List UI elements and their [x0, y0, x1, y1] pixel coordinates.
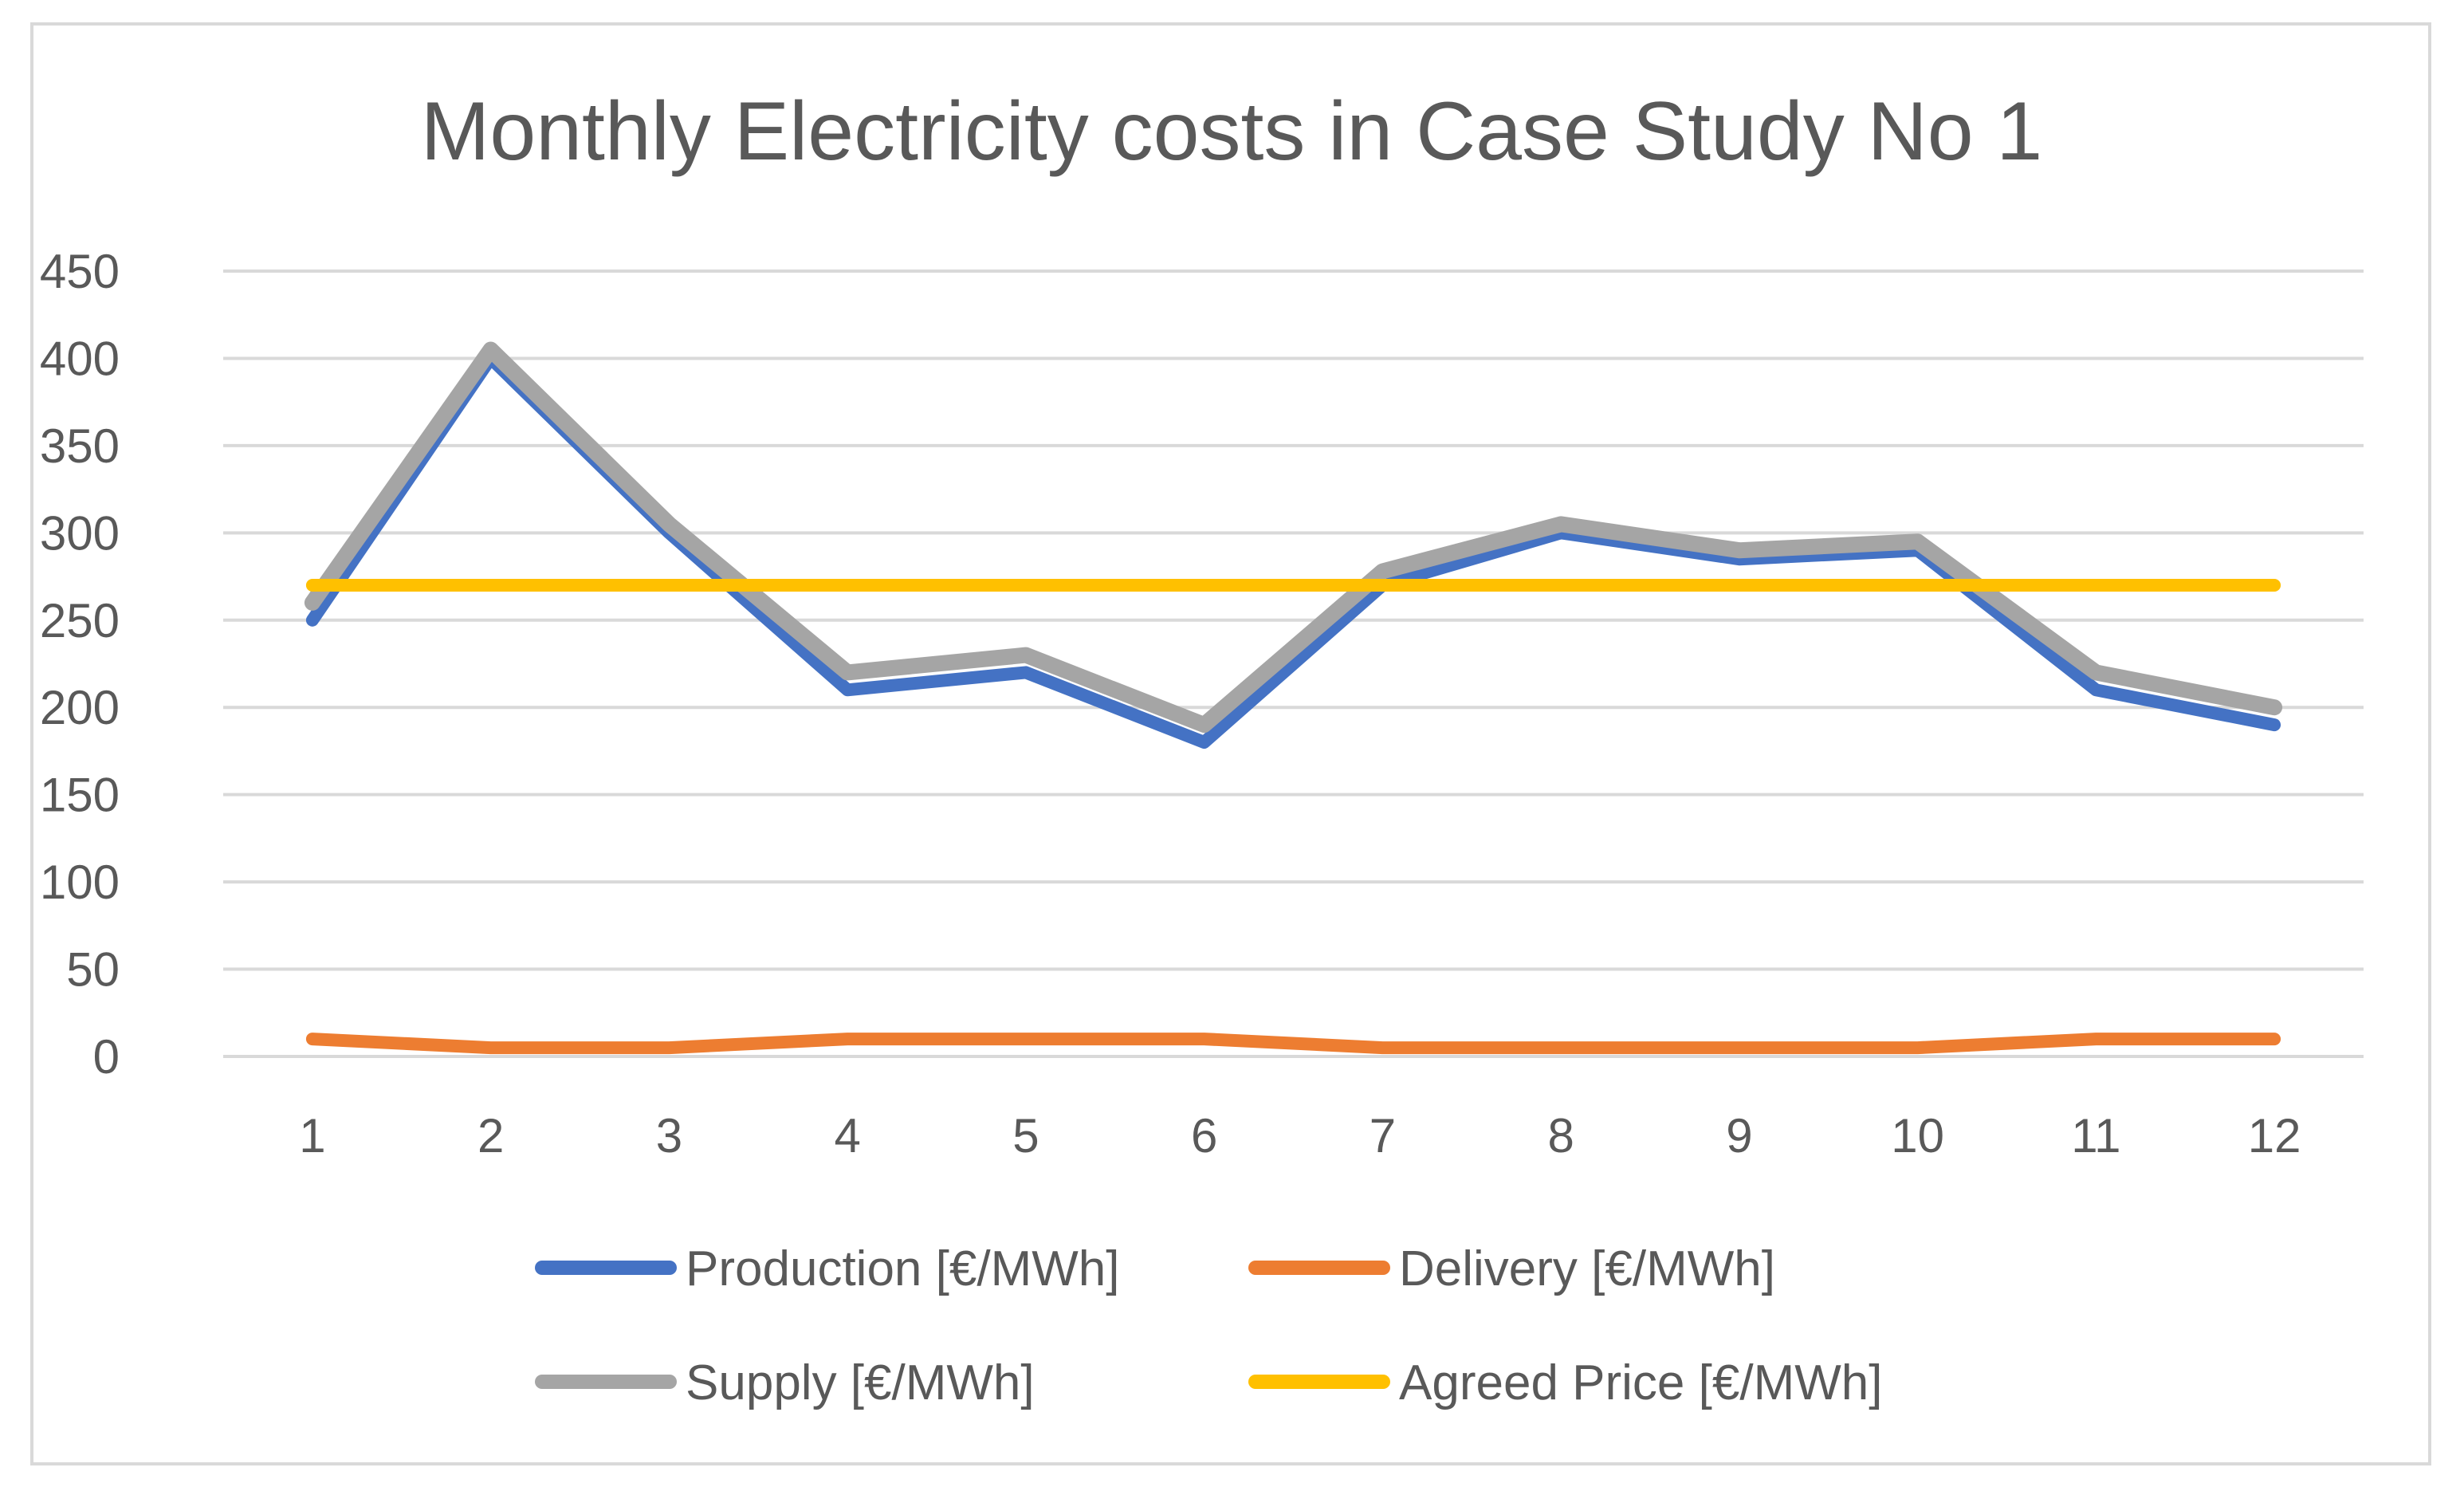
x-tick-label: 8 — [1547, 1109, 1574, 1162]
legend-item[interactable]: Supply [€/MWh] — [535, 1355, 1035, 1410]
chart-title: Monthly Electricity costs in Case Study … — [421, 85, 2043, 178]
x-tick-label: 5 — [1012, 1109, 1039, 1162]
x-tick-label: 4 — [834, 1109, 860, 1162]
y-tick-label: 350 — [40, 419, 120, 473]
y-tick-label: 300 — [40, 506, 120, 560]
x-tick-label: 6 — [1191, 1109, 1217, 1162]
y-tick-label: 400 — [40, 332, 120, 385]
legend-item[interactable]: Agreed Price [€/MWh] — [1248, 1355, 1882, 1410]
x-tick-label: 7 — [1370, 1109, 1396, 1162]
legend-item[interactable]: Delivery [€/MWh] — [1248, 1241, 1775, 1296]
series-line-delivery — [305, 1033, 2281, 1055]
y-tick-label: 250 — [40, 594, 120, 647]
legend-label: Supply [€/MWh] — [686, 1355, 1035, 1410]
x-tick-label: 3 — [656, 1109, 682, 1162]
y-tick-label: 200 — [40, 681, 120, 734]
x-tick-label: 2 — [477, 1109, 504, 1162]
y-tick-label: 450 — [40, 245, 120, 298]
y-tick-label: 0 — [93, 1030, 120, 1084]
series-line-production — [305, 352, 2281, 749]
x-tick-label: 1 — [299, 1109, 325, 1162]
y-tick-label: 100 — [40, 856, 120, 909]
y-tick-label: 150 — [40, 769, 120, 822]
series-lines — [304, 341, 2283, 1055]
y-tick-label: 50 — [66, 943, 120, 997]
series-line-supply — [304, 341, 2283, 734]
x-tick-label: 12 — [2248, 1109, 2301, 1162]
x-tick-label: 11 — [2071, 1109, 2120, 1162]
legend-item[interactable]: Production [€/MWh] — [535, 1241, 1119, 1296]
legend-label: Agreed Price [€/MWh] — [1399, 1355, 1882, 1410]
legend-label: Delivery [€/MWh] — [1399, 1241, 1775, 1296]
x-tick-label: 10 — [1891, 1109, 1944, 1162]
chart-frame — [30, 22, 2431, 1465]
legend: Production [€/MWh] Delivery [€/MWh] Supply… — [535, 1241, 1882, 1410]
x-axis-ticks: 1 2 3 4 5 6 7 8 9 10 11 12 — [299, 1109, 2301, 1162]
x-tick-label: 9 — [1726, 1109, 1752, 1162]
legend-label: Production [€/MWh] — [686, 1241, 1119, 1296]
y-axis-ticks: 0 50 100 150 200 250 300 350 400 450 — [40, 245, 120, 1084]
